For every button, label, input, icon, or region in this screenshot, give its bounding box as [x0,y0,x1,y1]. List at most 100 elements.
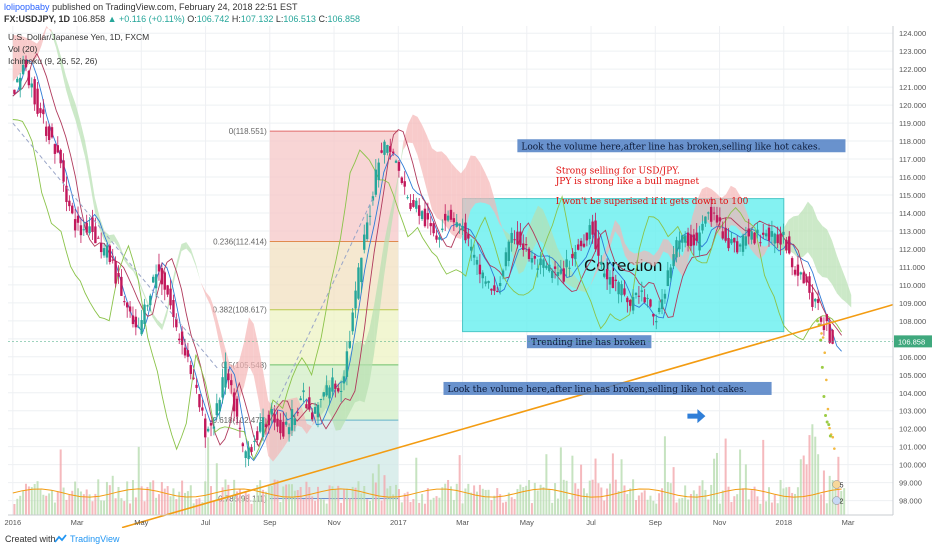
volume-bar [805,464,808,515]
cloud-segment [629,250,635,266]
candle-body [501,270,505,277]
event-marker-label: 5 [840,482,844,489]
volume-bar [542,487,545,515]
volume-bar [794,493,797,515]
cloud-segment [619,225,625,256]
cloud-segment [244,317,249,387]
publisher-name[interactable]: lolipopbaby [4,2,50,12]
candle-body [533,255,537,259]
candle-body [828,324,831,343]
volume-bar [713,458,716,515]
volume-bar [204,481,207,515]
candle-body [594,220,597,250]
candle-body [360,257,363,283]
candle-body [227,373,230,381]
volume-bar [574,483,577,515]
cloud-segment [610,219,616,247]
candle-body [88,226,91,234]
cloud-segment [595,259,601,275]
volume-bar [426,488,429,515]
cloud-segment [639,250,645,265]
candle-body [247,447,250,460]
cloud-segment [109,234,115,244]
chart-area[interactable]: 0(118.551)0.236(112.414)0.382(108.617)0.… [0,26,932,528]
volume-bar [565,480,568,515]
volume-bar [160,482,163,515]
current-price-label: 106.858 [898,337,925,346]
tradingview-brand[interactable]: TradingView [70,534,120,544]
volume-bar [548,488,551,515]
volume-bar [201,502,204,515]
candle-body [553,266,557,269]
candle-body [178,338,181,341]
volume-bar [88,494,91,515]
candle-body [105,245,109,258]
cloud-segment [85,140,90,183]
candle-body [811,292,814,307]
volume-bar [533,482,536,515]
volume-bar [380,500,383,515]
candle-body [776,234,779,244]
cloud-segment [417,116,423,173]
volume-bar [698,485,701,515]
volume-bar [221,487,224,515]
trend-line [12,122,894,528]
candle-body [308,397,311,410]
candle-body [73,219,77,231]
volume-bar [747,499,750,515]
candle-body [484,281,487,284]
candle-body [27,70,31,86]
annotations: Look the volume here,after line has brok… [443,139,846,506]
candle-body [736,241,739,253]
candle-body [154,274,158,289]
candle-body [215,403,219,416]
cloud-segment [403,124,408,151]
candle-body [550,270,554,279]
volume-bar [571,455,574,515]
cloud-segment [379,244,384,317]
candle-body [689,234,693,247]
volume-bar [840,490,843,515]
cloud-segment [754,233,760,260]
cloud-segment [605,236,611,259]
volume-bar [458,455,461,515]
volume-bar [637,495,640,515]
candle-body [782,231,785,235]
candle-body [47,126,51,140]
candle-body [389,146,392,152]
candle-body [756,229,759,234]
published-text: published on TradingView.com, February 2… [52,2,298,12]
price-tick-label: 105.000 [899,371,926,380]
price-tick-label: 113.000 [899,227,926,236]
candle-body [652,313,655,317]
cloud-segment [263,372,269,456]
cloud-segment [682,241,688,277]
time-tick-label: Sep [263,518,276,527]
cloud-segment [436,151,442,221]
volume-bar [267,486,270,515]
volume-bar [68,494,71,515]
volume-bar [484,489,487,515]
candle-body [727,237,730,249]
candle-body [94,226,97,244]
candle-body [762,232,765,235]
candle-body [545,265,548,269]
symbol-label[interactable]: FX:USDJPY, 1D [4,14,71,24]
ichimoku-cloud [12,26,852,462]
cloud-segment [432,148,437,219]
candle-body [189,365,192,374]
candle-body [467,234,470,239]
volume-bar [522,487,525,515]
volume-bar [715,452,718,515]
volume-bar [169,496,172,515]
candle-body [183,347,187,356]
candle-body [527,248,531,260]
candle-body [779,233,782,245]
price-tick-label: 103.000 [899,407,926,416]
created-with-text: Created with [5,534,56,544]
candle-body [68,200,71,207]
volume-bar [736,494,739,515]
candle-body [348,341,351,348]
volume-bar [817,454,820,515]
annotation-box [443,381,772,395]
